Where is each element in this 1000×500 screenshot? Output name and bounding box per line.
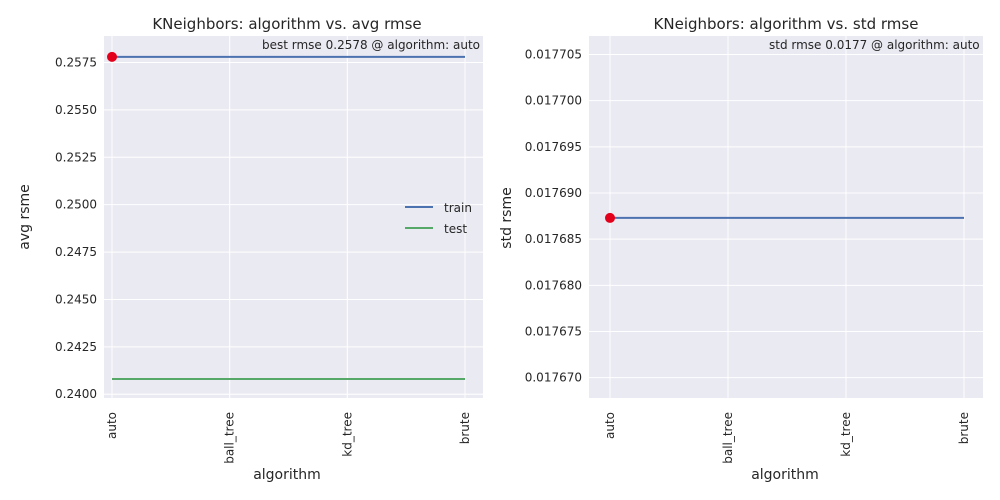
std-rmse-annotation: std rmse 0.0177 @ algorithm: auto	[769, 38, 980, 52]
y-tick-label: 0.017675	[525, 325, 582, 339]
std-rmse-chart: 0.017700 0.017695 0.017690 0.017685 0.017680…	[499, 15, 983, 483]
y-tick-label: 0.017705	[525, 47, 582, 61]
x-tick-label: kd_tree	[839, 412, 853, 457]
avg-rmse-y-axis-label: avg rsme	[17, 184, 33, 250]
avg-rmse-y-ticks: 0.2400 0.2425 0.2450 0.2475 0.2500 0.2525 0.25…	[55, 56, 97, 402]
y-tick-label: 0.2575	[55, 56, 97, 70]
y-tick-label: 0.2475	[55, 245, 97, 259]
std-rmse-y-axis-label: std rsme	[499, 187, 515, 248]
y-tick-label: 0.017670	[525, 371, 582, 385]
std-rmse-best-points	[605, 212, 615, 223]
y-tick-label: 0.017695	[525, 140, 582, 154]
x-tick-label: auto	[105, 412, 119, 439]
avg-rmse-x-ticks: auto ball_tree kd_tree brute	[105, 412, 472, 464]
x-tick-label: kd_tree	[340, 412, 354, 457]
avg-rmse-x-axis-label: algorithm	[253, 467, 321, 483]
std-rmse-x-axis-label: algorithm	[751, 467, 819, 483]
y-tick-label: 0.2450	[55, 292, 97, 306]
y-tick-label: 0.2550	[55, 103, 97, 117]
avg-rmse-x-gridlines	[111, 36, 466, 398]
avg-rmse-chart-title: KNeighbors: algorithm vs. avg rmse	[152, 15, 421, 33]
std-rmse-x-ticks: auto ball_tree kd_tree brute	[603, 412, 971, 464]
avg-rmse-series	[112, 55, 465, 381]
x-tick-label: brute	[957, 412, 971, 444]
std-rmse-y-gridlines	[589, 53, 983, 379]
y-tick-label: 0.017680	[525, 278, 582, 292]
y-tick-label: 0.2425	[55, 340, 97, 354]
avg-rmse-y-gridlines	[104, 62, 483, 395]
y-tick-label: 0.017685	[525, 232, 582, 246]
avg-rmse-chart: 0.2400 0.2425 0.2450 0.2475 0.2500 0.2525 0.25…	[17, 15, 483, 483]
best-point-marker	[107, 51, 117, 62]
avg-rmse-best-points	[107, 51, 117, 62]
y-tick-label: 0.017690	[525, 186, 582, 200]
std-rmse-chart-title: KNeighbors: algorithm vs. std rmse	[654, 15, 919, 33]
legend-test-label: test	[444, 222, 467, 236]
y-tick-label: 0.017700	[525, 94, 582, 108]
avg-rmse-plot-area	[104, 36, 483, 398]
x-tick-label: brute	[458, 412, 472, 444]
y-tick-label: 0.2400	[55, 387, 97, 401]
y-tick-label: 0.2500	[55, 198, 97, 212]
avg-rmse-best-annotation: best rmse 0.2578 @ algorithm: auto	[262, 38, 480, 52]
x-tick-label: ball_tree	[223, 412, 237, 464]
best-point-marker	[605, 212, 615, 223]
legend-train-label: train	[444, 201, 472, 215]
avg-rmse-legend: train test	[405, 201, 472, 236]
std-rmse-y-ticks: 0.017700 0.017695 0.017690 0.017685 0.017680…	[525, 47, 582, 384]
y-tick-label: 0.2525	[55, 150, 97, 164]
x-tick-label: auto	[603, 412, 617, 439]
x-tick-label: ball_tree	[721, 412, 735, 464]
